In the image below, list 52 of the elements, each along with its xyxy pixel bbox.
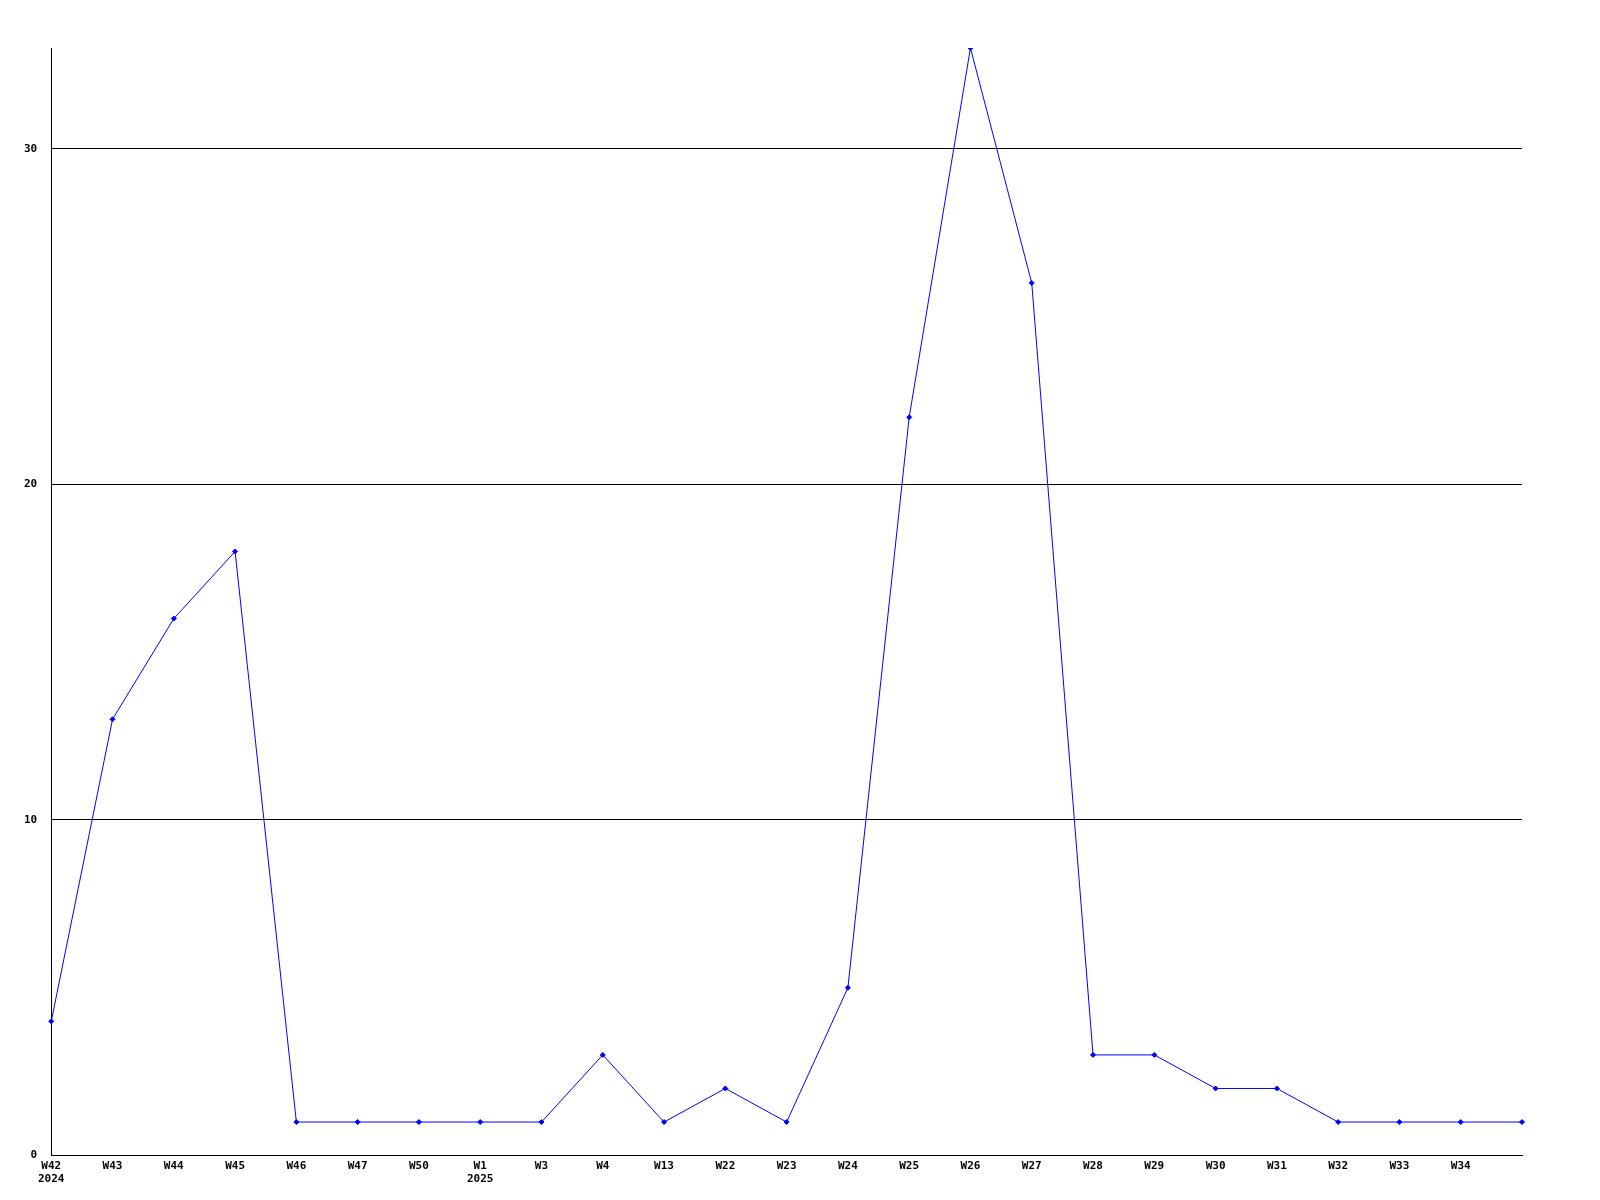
x-tick-label: W1 2025 <box>466 1159 494 1186</box>
y-tick-label: 0 <box>30 1148 38 1162</box>
point <box>1212 1085 1219 1092</box>
x-tick-label: W45 <box>225 1159 246 1173</box>
x-tick-label: W30 <box>1205 1159 1226 1173</box>
x-tick-label: W42 2024 <box>38 1159 65 1186</box>
x-tick-label: W22 <box>715 1159 736 1173</box>
point <box>1519 1119 1525 1126</box>
y-tick-label: 30 <box>24 141 38 155</box>
point <box>1335 1119 1342 1126</box>
point <box>783 1119 790 1126</box>
y-tick-label: 20 <box>24 477 38 491</box>
x-tick-label: W29 <box>1144 1159 1165 1173</box>
point <box>906 414 913 421</box>
x-tick-label: W43 <box>102 1159 123 1173</box>
x-tick-label: W4 <box>596 1159 610 1173</box>
point <box>722 1085 729 1092</box>
x-tick-label: W31 <box>1266 1159 1288 1173</box>
point <box>48 1018 55 1025</box>
x-tick-label: W34 <box>1450 1159 1472 1173</box>
point <box>415 1119 422 1126</box>
x-tick-label: W33 <box>1389 1159 1410 1173</box>
point <box>293 1119 300 1126</box>
x-tick-label: W44 <box>163 1159 185 1173</box>
x-tick-label: W27 <box>1021 1159 1042 1173</box>
point <box>1028 279 1035 286</box>
point <box>232 548 239 555</box>
x-tick-label: W47 <box>347 1159 368 1173</box>
x-tick-label: W46 <box>286 1159 307 1173</box>
x-tick-label: W28 <box>1083 1159 1103 1173</box>
y-tick-label: 10 <box>24 812 38 826</box>
x-tick-label: W26 <box>960 1159 981 1173</box>
point <box>477 1119 484 1126</box>
x-tick-label: W32 <box>1328 1159 1349 1173</box>
point <box>1090 1051 1097 1058</box>
point <box>354 1119 361 1126</box>
point <box>538 1119 545 1126</box>
x-tick-label: W3 <box>534 1159 549 1173</box>
x-tick-label: W13 <box>654 1159 674 1173</box>
point <box>1457 1119 1464 1126</box>
x-tick-label: W23 <box>776 1159 797 1173</box>
point <box>170 615 177 622</box>
x-tick-label: W24 <box>837 1159 859 1173</box>
point <box>844 984 851 991</box>
x-tick-label: W50 <box>409 1159 429 1173</box>
point <box>1273 1085 1280 1092</box>
point <box>599 1051 606 1058</box>
point <box>1151 1051 1158 1058</box>
point <box>109 716 116 723</box>
point <box>661 1119 668 1126</box>
point <box>1396 1119 1403 1126</box>
x-tick-label: W25 <box>899 1159 920 1173</box>
